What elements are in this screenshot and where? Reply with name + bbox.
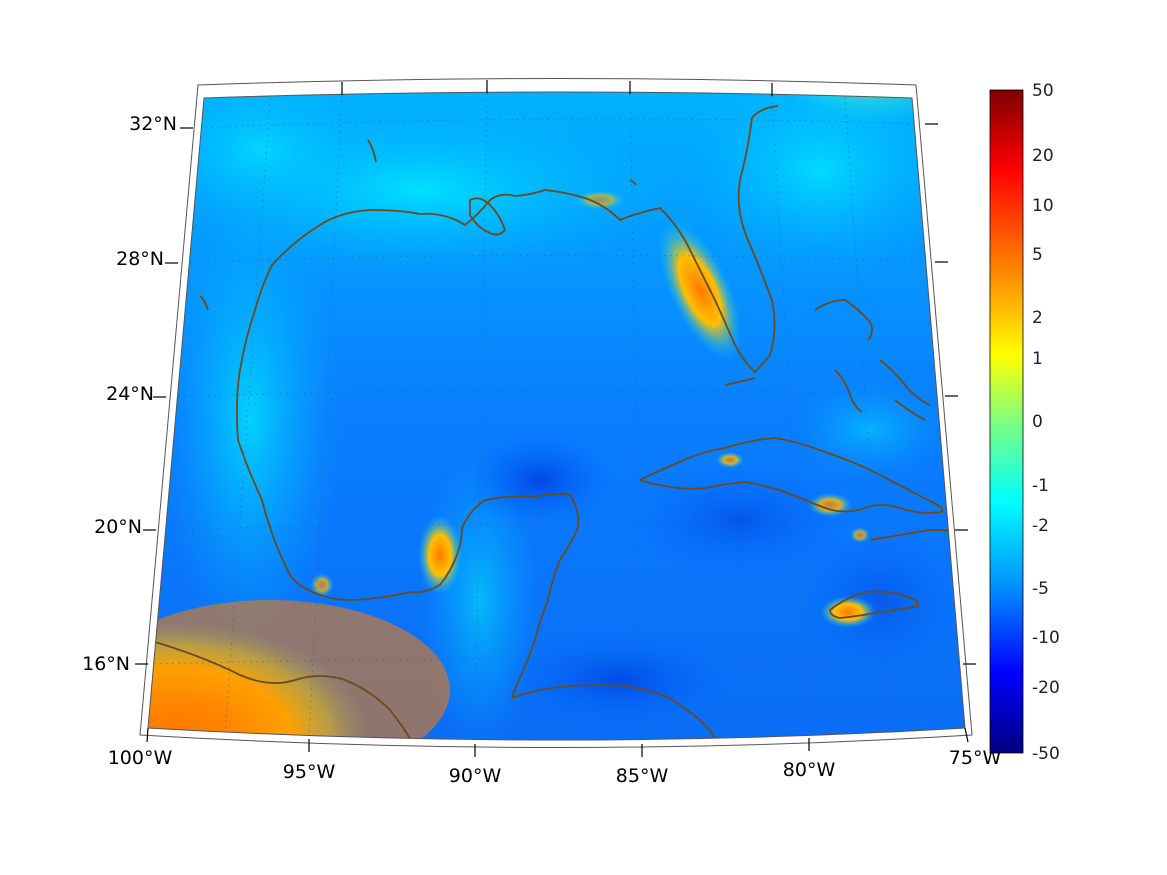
frame-ticks: [135, 80, 976, 757]
cb-label: 2: [1032, 308, 1043, 328]
cb-label: 1: [1032, 349, 1043, 369]
cb-label: 50: [1032, 81, 1054, 101]
cb-label: 10: [1032, 196, 1054, 216]
lon-label-80w: 80°W: [783, 759, 836, 781]
colorbar-labels: 50 20 10 5 2 1 0 -1 -2 -5 -10 -20 -50: [1032, 81, 1060, 764]
lon-label-100w: 100°W: [108, 747, 173, 769]
lon-label-90w: 90°W: [449, 765, 502, 787]
colorbar-gradient: [989, 89, 1024, 754]
lat-label-16n: 16°N: [82, 653, 130, 675]
cb-label: 0: [1032, 412, 1043, 432]
cb-label: -50: [1032, 744, 1060, 764]
cb-label: 20: [1032, 146, 1054, 166]
cb-label: -5: [1032, 579, 1049, 599]
coastlines: [148, 105, 963, 740]
longitude-labels: 100°W 95°W 90°W 85°W 80°W 75°W: [108, 747, 1002, 787]
cb-label: -10: [1032, 628, 1060, 648]
map-frame: [139, 78, 973, 748]
lon-label-95w: 95°W: [283, 761, 336, 783]
cb-label: -2: [1032, 516, 1049, 536]
data-field: [148, 92, 965, 740]
lat-label-20n: 20°N: [94, 516, 142, 538]
lat-label-32n: 32°N: [129, 113, 177, 135]
lon-label-85w: 85°W: [616, 765, 669, 787]
latitude-labels: 32°N 28°N 24°N 20°N 16°N: [82, 113, 177, 675]
cb-label: -1: [1032, 476, 1049, 496]
cb-label: 5: [1032, 245, 1043, 265]
lat-label-24n: 24°N: [106, 383, 154, 405]
lat-label-28n: 28°N: [116, 248, 164, 270]
colorbar: 50 20 10 5 2 1 0 -1 -2 -5 -10 -20 -50: [989, 81, 1060, 764]
lon-label-75w: 75°W: [949, 747, 1002, 769]
cb-label: -20: [1032, 678, 1060, 698]
